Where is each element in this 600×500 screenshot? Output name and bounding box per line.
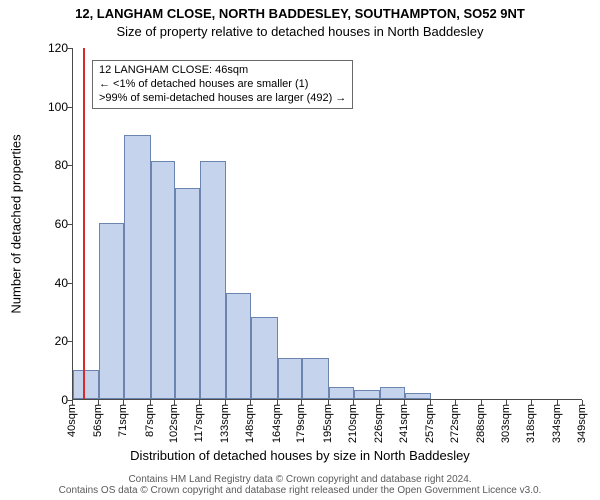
x-tick-label: 272sqm [449,404,461,443]
y-tick-mark [67,165,72,166]
y-tick-mark [67,107,72,108]
y-axis-label: Number of detached properties [9,134,24,313]
x-tick-label: 257sqm [424,404,436,443]
x-tick-label: 334sqm [551,404,563,443]
y-tick-label: 100 [40,100,68,114]
x-tick-label: 56sqm [92,404,104,437]
annotation-box: 12 LANGHAM CLOSE: 46sqm← <1% of detached… [92,60,353,109]
histogram-bar [226,293,251,399]
x-tick-label: 164sqm [271,404,283,443]
x-tick-label: 87sqm [144,404,156,437]
histogram-bar [380,387,405,399]
x-tick-label: 179sqm [295,404,307,443]
x-tick-label: 102sqm [168,404,180,443]
histogram-bar [251,317,277,399]
footer-line-1: Contains HM Land Registry data © Crown c… [0,474,600,485]
histogram-bar [175,188,200,399]
x-tick-label: 195sqm [322,404,334,443]
x-tick-label: 349sqm [576,404,588,443]
histogram-bar [99,223,124,399]
histogram-bar [73,370,99,399]
annotation-line: 12 LANGHAM CLOSE: 46sqm [99,64,346,78]
x-tick-label: 226sqm [373,404,385,443]
y-tick-label: 0 [40,393,68,407]
y-tick-mark [67,48,72,49]
footer-attribution: Contains HM Land Registry data © Crown c… [0,474,600,496]
x-tick-label: 210sqm [347,404,359,443]
y-tick-mark [67,283,72,284]
x-tick-label: 303sqm [500,404,512,443]
y-tick-label: 40 [40,276,68,290]
y-tick-mark [67,341,72,342]
chart-title-main: 12, LANGHAM CLOSE, NORTH BADDESLEY, SOUT… [0,6,600,21]
footer-line-2: Contains OS data © Crown copyright and d… [0,485,600,496]
chart-title-sub: Size of property relative to detached ho… [0,24,600,39]
x-axis-label: Distribution of detached houses by size … [0,448,600,463]
histogram-bar [200,161,226,399]
y-tick-label: 120 [40,41,68,55]
x-tick-label: 288sqm [475,404,487,443]
x-tick-label: 40sqm [66,404,78,437]
histogram-bar [329,387,354,399]
annotation-line: >99% of semi-detached houses are larger … [99,92,346,106]
y-tick-mark [67,224,72,225]
x-tick-label: 133sqm [219,404,231,443]
histogram-bar [278,358,303,399]
histogram-bar [151,161,176,399]
histogram-bar [405,393,431,399]
x-tick-label: 71sqm [117,404,129,437]
y-tick-label: 20 [40,334,68,348]
y-tick-label: 80 [40,158,68,172]
histogram-bar [354,390,380,399]
x-tick-label: 318sqm [525,404,537,443]
y-tick-label: 60 [40,217,68,231]
histogram-bar [124,135,150,399]
histogram-bar [302,358,328,399]
x-tick-label: 117sqm [193,404,205,442]
x-tick-label: 241sqm [398,404,410,443]
annotation-line: ← <1% of detached houses are smaller (1) [99,78,346,92]
marker-vline [83,48,85,399]
x-tick-label: 148sqm [244,404,256,443]
